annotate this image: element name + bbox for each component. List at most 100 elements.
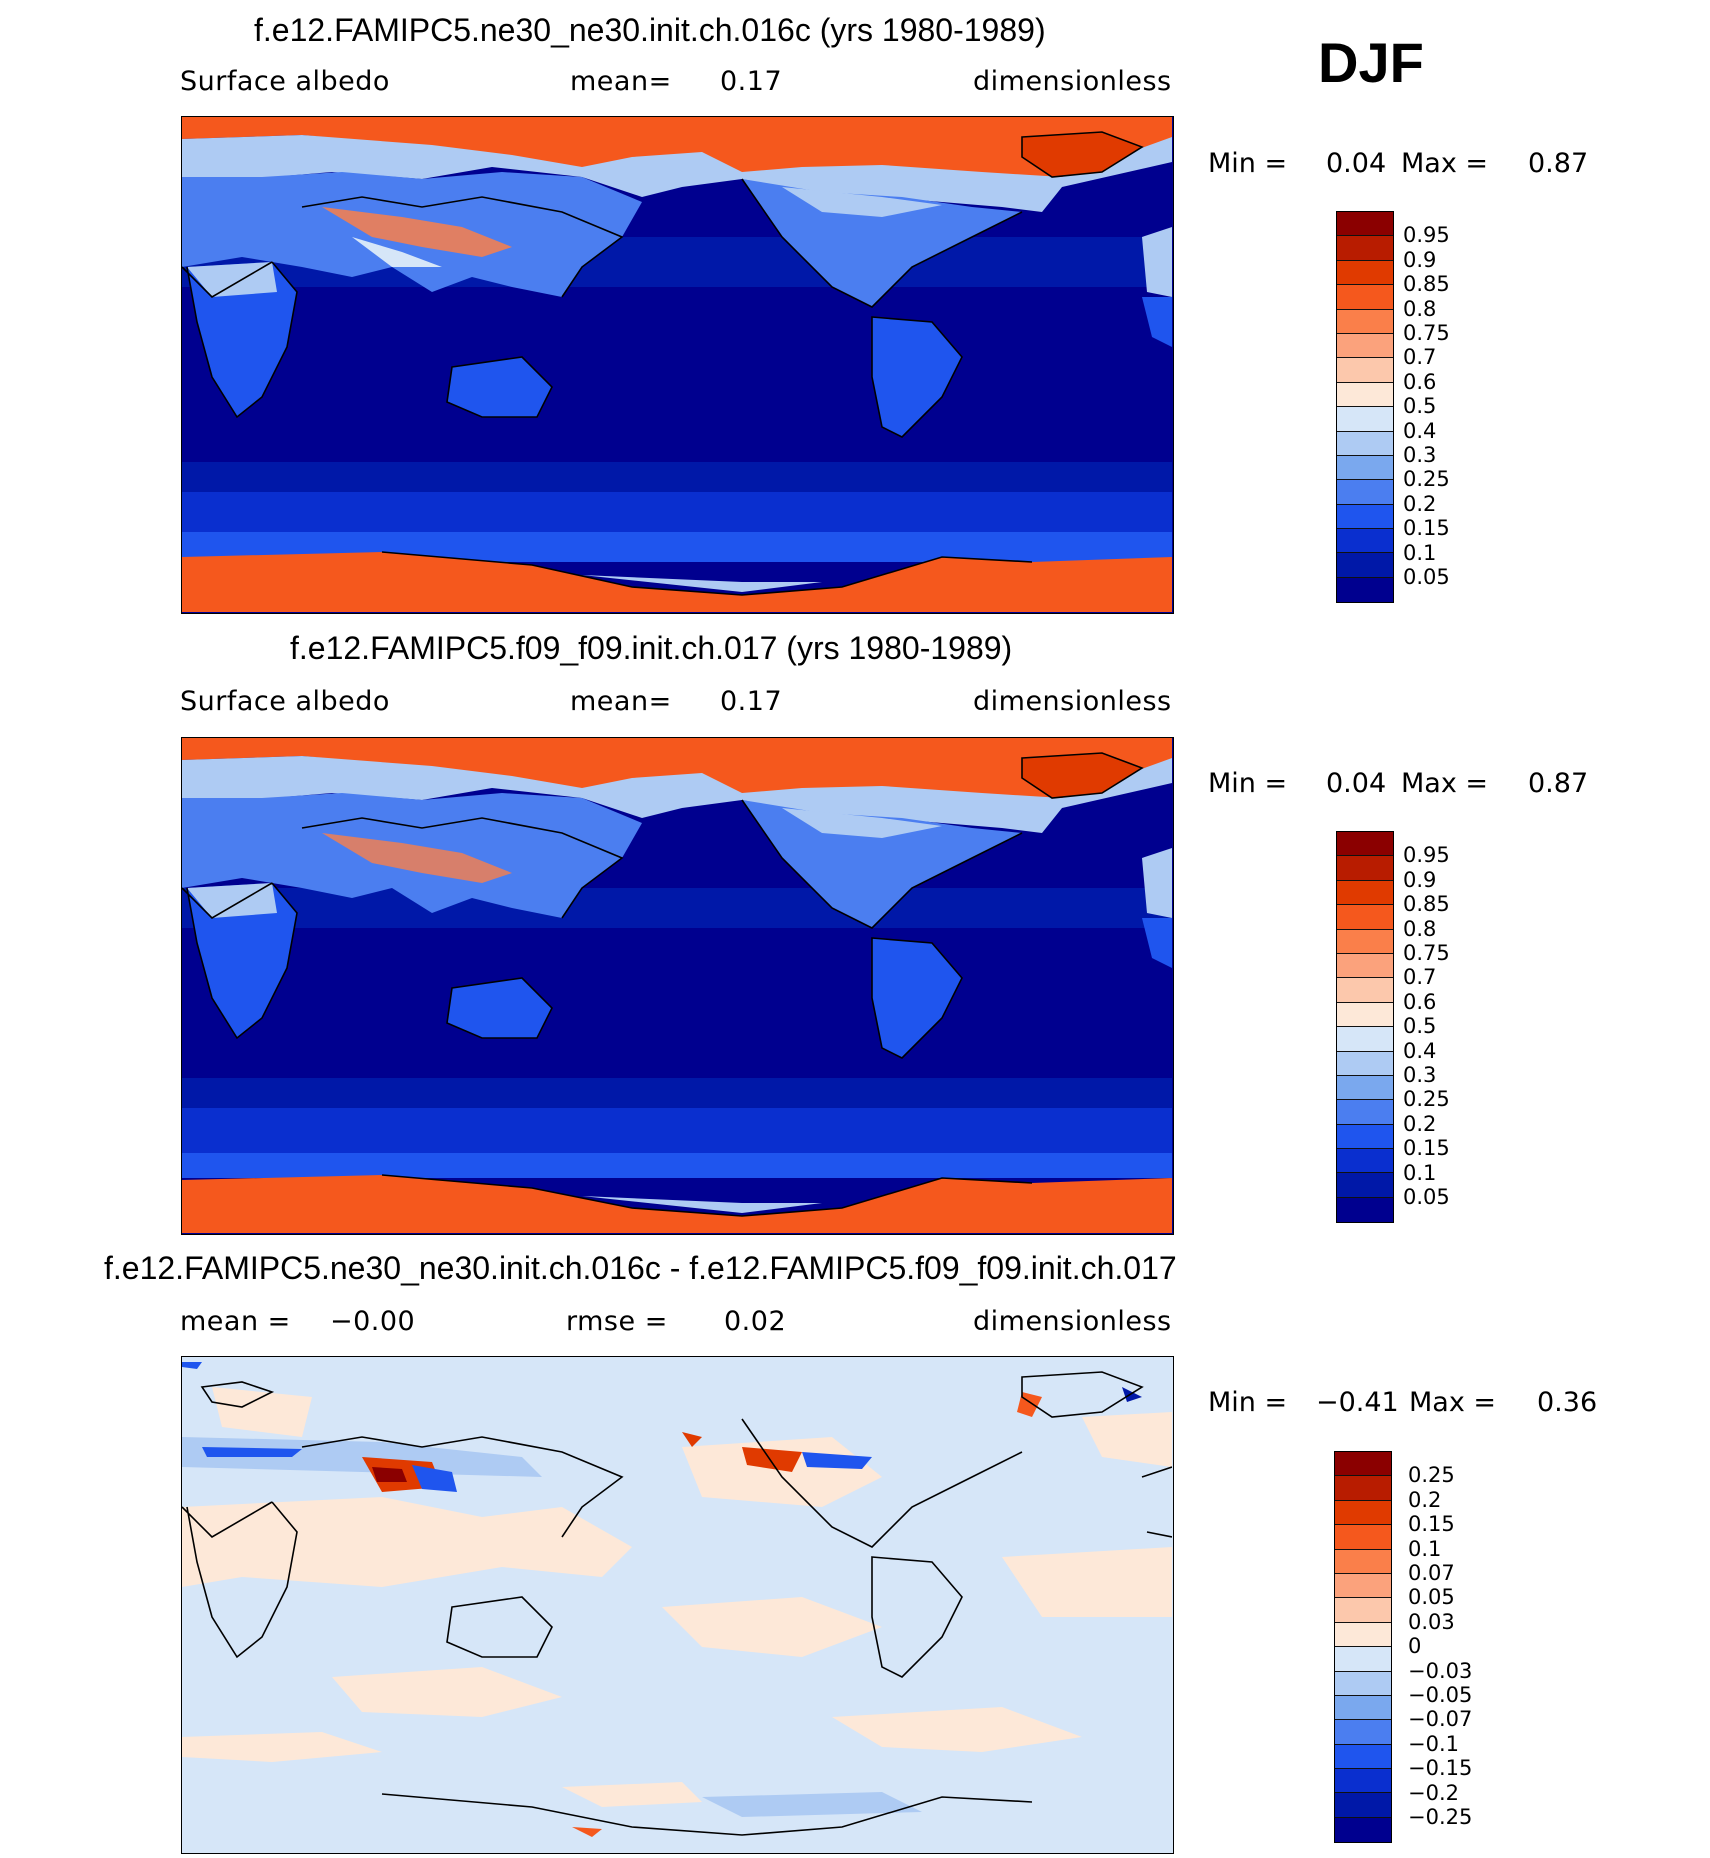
- panel1-variable-label: Surface albedo: [180, 66, 390, 97]
- colorbar-segment: [1337, 929, 1393, 954]
- colorbar-tick-label: 0.25: [1403, 1087, 1450, 1112]
- panel3-max-value: 0.36: [1537, 1387, 1598, 1418]
- colorbar-segment: [1337, 553, 1393, 578]
- panel3-title: f.e12.FAMIPC5.ne30_ne30.init.ch.016c - f…: [104, 1250, 1177, 1286]
- panel1-colorbar: [1336, 211, 1394, 604]
- colorbar-segment: [1335, 1452, 1391, 1477]
- colorbar-segment: [1337, 236, 1393, 261]
- colorbar-segment: [1335, 1549, 1391, 1574]
- colorbar-segment: [1337, 333, 1393, 359]
- colorbar-tick-label: −0.15: [1408, 1756, 1473, 1781]
- colorbar-tick-label: 0.7: [1403, 965, 1437, 990]
- panel2-max-label: Max =: [1401, 768, 1489, 799]
- colorbar-segment: [1337, 1124, 1393, 1150]
- colorbar-tick-label: 0.3: [1403, 1063, 1437, 1087]
- colorbar-segment: [1337, 504, 1393, 530]
- colorbar-segment: [1337, 309, 1393, 334]
- colorbar-tick-label: −0.03: [1408, 1658, 1473, 1683]
- colorbar-tick-label: 0.75: [1403, 321, 1450, 345]
- colorbar-segment: [1335, 1525, 1391, 1550]
- colorbar-segment: [1337, 407, 1393, 432]
- colorbar-tick-label: 0.2: [1408, 1487, 1442, 1512]
- colorbar-segment: [1335, 1647, 1391, 1672]
- panel3-colorbar: [1334, 1451, 1392, 1844]
- colorbar-tick-label: 0.2: [1403, 491, 1437, 516]
- colorbar-segment: [1337, 1149, 1393, 1174]
- colorbar-tick-label: 0.6: [1403, 369, 1437, 394]
- colorbar-tick-label: 0.95: [1403, 843, 1450, 868]
- colorbar-tick-label: 0.9: [1403, 247, 1437, 272]
- panel2-map: [181, 737, 1174, 1235]
- colorbar-segment: [1335, 1573, 1391, 1599]
- colorbar-segment: [1335, 1720, 1391, 1745]
- panel3-units: dimensionless: [973, 1306, 1172, 1337]
- colorbar-tick-label: 0.5: [1403, 1014, 1437, 1039]
- panel1-mean-value: 0.17: [720, 66, 783, 97]
- panel3-max-label: Max =: [1409, 1387, 1497, 1418]
- colorbar-segment: [1337, 431, 1393, 456]
- panel1-min-value: 0.04: [1326, 148, 1387, 179]
- colorbar-tick-label: 0.4: [1403, 418, 1437, 443]
- panel2-mean-value: 0.17: [720, 686, 783, 717]
- colorbar-segment: [1337, 529, 1393, 554]
- colorbar-tick-label: −0.2: [1408, 1780, 1459, 1805]
- colorbar-segment: [1337, 260, 1393, 286]
- colorbar-segment: [1337, 1051, 1393, 1076]
- colorbar-tick-label: 0.1: [1403, 1160, 1437, 1185]
- colorbar-segment: [1335, 1598, 1391, 1623]
- colorbar-segment: [1335, 1769, 1391, 1794]
- panel3-min-label: Min =: [1208, 1387, 1288, 1418]
- colorbar-segment: [1335, 1744, 1391, 1770]
- colorbar-tick-label: 0.05: [1403, 1185, 1450, 1209]
- colorbar-tick-label: 0.6: [1403, 989, 1437, 1014]
- colorbar-segment: [1337, 978, 1393, 1003]
- colorbar-segment: [1337, 1002, 1393, 1028]
- colorbar-segment: [1337, 1027, 1393, 1052]
- colorbar-tick-label: 0.1: [1403, 540, 1437, 565]
- colorbar-tick-label: 0.25: [1408, 1463, 1455, 1488]
- panel2-units: dimensionless: [973, 686, 1172, 717]
- colorbar-segment: [1335, 1793, 1391, 1818]
- panel1-mean-label: mean=: [570, 66, 672, 97]
- panel1-min-label: Min =: [1208, 148, 1288, 179]
- colorbar-tick-label: 0.85: [1403, 272, 1450, 297]
- colorbar-tick-label: 0.2: [1403, 1111, 1437, 1136]
- colorbar-segment: [1337, 953, 1393, 979]
- panel3-mean-label: mean =: [180, 1306, 291, 1337]
- colorbar-segment: [1335, 1622, 1391, 1648]
- season-label: DJF: [1318, 31, 1424, 94]
- panel3-map: [181, 1356, 1174, 1854]
- panel1-title: f.e12.FAMIPC5.ne30_ne30.init.ch.016c (yr…: [254, 12, 1046, 48]
- colorbar-tick-label: 0.05: [1408, 1585, 1455, 1610]
- panel1-units: dimensionless: [973, 66, 1172, 97]
- panel1-map-graphic: [182, 117, 1172, 612]
- panel3-map-graphic: [182, 1357, 1172, 1852]
- colorbar-tick-label: 0.3: [1403, 443, 1437, 467]
- colorbar-tick-label: 0.1: [1408, 1536, 1442, 1561]
- colorbar-segment: [1335, 1817, 1391, 1843]
- colorbar-tick-label: 0.03: [1408, 1609, 1455, 1634]
- colorbar-tick-label: 0.9: [1403, 867, 1437, 892]
- panel2-colorbar: [1336, 831, 1394, 1224]
- colorbar-tick-label: 0.75: [1403, 941, 1450, 965]
- colorbar-segment: [1337, 577, 1393, 603]
- colorbar-segment: [1337, 358, 1393, 383]
- colorbar-tick-label: 0.8: [1403, 916, 1437, 941]
- colorbar-segment: [1337, 285, 1393, 310]
- colorbar-tick-label: 0.15: [1403, 1136, 1450, 1161]
- colorbar-tick-label: 0.7: [1403, 345, 1437, 370]
- colorbar-segment: [1335, 1500, 1391, 1526]
- colorbar-segment: [1337, 455, 1393, 481]
- colorbar-segment: [1335, 1476, 1391, 1501]
- panel3-rmse-label: rmse =: [566, 1306, 668, 1337]
- panel1-max-value: 0.87: [1528, 148, 1589, 179]
- panel2-min-label: Min =: [1208, 768, 1288, 799]
- colorbar-segment: [1337, 856, 1393, 881]
- colorbar-tick-label: 0: [1408, 1634, 1422, 1659]
- panel1-map: [181, 116, 1174, 614]
- colorbar-segment: [1337, 832, 1393, 857]
- colorbar-tick-label: 0.5: [1403, 394, 1437, 419]
- colorbar-tick-label: 0.15: [1403, 516, 1450, 541]
- colorbar-segment: [1335, 1695, 1391, 1721]
- colorbar-segment: [1337, 880, 1393, 906]
